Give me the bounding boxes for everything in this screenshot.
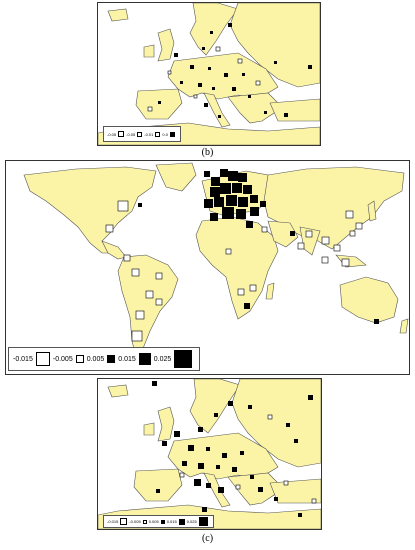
legend-item: -0.01 [144, 131, 162, 137]
legend-item: 0.025 [154, 350, 196, 368]
legend-item: -0.015 [13, 352, 53, 366]
legend-square [169, 131, 175, 137]
legend-label: -0.05 [107, 131, 117, 137]
legend-item: -0.005 [129, 519, 148, 524]
legend-square [174, 350, 193, 368]
caption-c: (c) [201, 533, 214, 544]
legend-item: -0.015 [107, 518, 129, 525]
legend-label: -0.01 [144, 131, 154, 137]
caption-b: (b) [201, 147, 214, 158]
legend-item: 0.015 [118, 353, 154, 365]
legend-item: 0.005 [149, 519, 167, 524]
legend-item: -0.05 [126, 131, 144, 137]
legend-label: -0.005 [129, 519, 141, 524]
legend-item: -0.005 [53, 355, 87, 363]
legend-label: -0.005 [52, 355, 73, 363]
legend-label: 0.005 [86, 355, 105, 363]
legend-label: 0.005 [148, 519, 159, 524]
europe-map-c [98, 379, 321, 529]
legend-world: -0.015 -0.005 0.005 0.015 0.025 [8, 347, 201, 371]
legend-b: -0.05 -0.05 -0.01 0.0 [103, 126, 181, 142]
legend-label: -0.015 [107, 519, 119, 524]
legend-square [118, 131, 125, 137]
legend-square [178, 518, 185, 525]
legend-square [137, 131, 143, 137]
legend-item: 0.005 [87, 355, 119, 363]
legend-label: -0.015 [13, 355, 33, 363]
legend-label: 0.015 [118, 355, 136, 363]
legend-square [198, 517, 208, 526]
europe-map-b [98, 3, 320, 145]
world-map [6, 161, 409, 374]
legend-label: 0.0 [162, 131, 168, 137]
legend-label: -0.05 [126, 131, 136, 137]
legend-square [142, 519, 147, 524]
legend-square [120, 518, 128, 525]
map-panel-world: -0.015 -0.005 0.005 0.015 0.025 [5, 160, 410, 375]
legend-label: 0.025 [153, 355, 172, 363]
legend-square [107, 355, 116, 363]
legend-item: 0.015 [166, 518, 187, 525]
legend-item: 0.025 [187, 517, 210, 526]
legend-square [155, 131, 161, 137]
legend-square [35, 352, 50, 366]
map-panel-c: -0.015 -0.005 0.005 0.015 0.025 [97, 378, 322, 530]
legend-square [138, 353, 151, 365]
map-panel-b: -0.05 -0.05 -0.01 0.0 [97, 2, 321, 146]
legend-label: 0.025 [186, 519, 197, 524]
legend-label: 0.015 [166, 519, 177, 524]
legend-c: -0.015 -0.005 0.005 0.015 0.025 [103, 515, 214, 528]
legend-square [75, 355, 84, 363]
legend-square [160, 519, 165, 524]
legend-item: 0.0 [162, 131, 177, 137]
legend-item: -0.05 [107, 131, 126, 137]
